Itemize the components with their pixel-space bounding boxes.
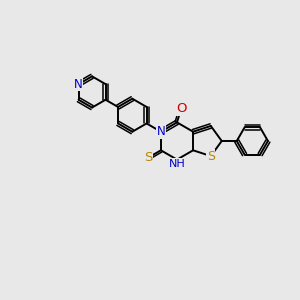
Text: NH: NH <box>169 159 185 169</box>
Text: S: S <box>144 151 152 164</box>
Text: O: O <box>176 102 186 116</box>
Text: N: N <box>157 125 165 138</box>
Text: S: S <box>207 149 215 163</box>
Text: N: N <box>74 78 83 91</box>
